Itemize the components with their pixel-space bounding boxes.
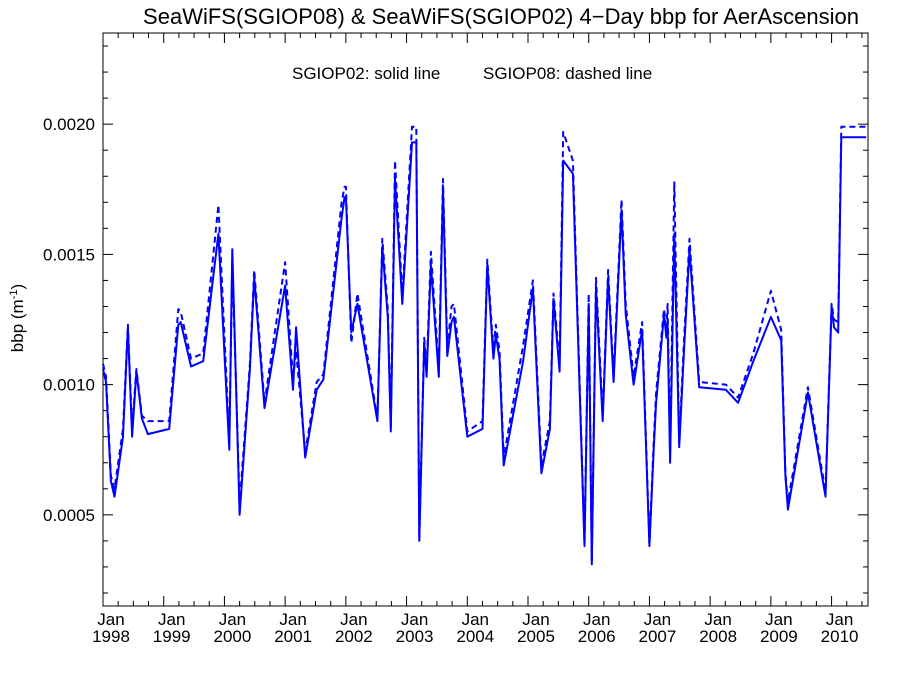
x-tick-label-month: Jan [401, 610, 428, 629]
y-tick-label: 0.0005 [43, 506, 95, 525]
x-tick-label-year: 1998 [92, 627, 130, 646]
x-axis: Jan1998Jan1999Jan2000Jan2001Jan2002Jan20… [92, 33, 863, 646]
legend-dashed-line: SGIOP08: dashed line [483, 64, 652, 83]
y-axis: 0.0005 0.0010 0.0015 0.0020 [43, 45, 868, 594]
y-tick-label: 0.0015 [43, 245, 95, 264]
x-tick-label-month: Jan [462, 610, 489, 629]
x-tick-label-month: Jan [765, 610, 792, 629]
legend-solid-line: SGIOP02: solid line [292, 64, 440, 83]
x-tick-label-month: Jan [219, 610, 246, 629]
y-axis-label: bbp (m-1) [8, 284, 27, 352]
y-tick-label: 0.0010 [43, 376, 95, 395]
x-tick-label-month: Jan [826, 610, 853, 629]
x-tick-label-year: 2010 [821, 627, 859, 646]
plot-frame [102, 32, 869, 607]
series-line-sgiop08 [102, 125, 867, 563]
x-tick-label-month: Jan [279, 610, 306, 629]
x-tick-label-month: Jan [97, 610, 124, 629]
x-tick-label-month: Jan [158, 610, 185, 629]
x-tick-label-month: Jan [522, 610, 549, 629]
x-tick-label-year: 2001 [274, 627, 312, 646]
x-tick-label-month: Jan [704, 610, 731, 629]
x-tick-label-year: 2007 [639, 627, 677, 646]
y-tick-label: 0.0020 [43, 115, 95, 134]
x-tick-label-year: 2005 [517, 627, 555, 646]
x-tick-label-year: 1999 [153, 627, 191, 646]
x-tick-label-year: 2008 [699, 627, 737, 646]
x-tick-label-year: 2000 [214, 627, 252, 646]
y-axis-label-exponent: -1 [8, 289, 20, 299]
chart-title: SeaWiFS(SGIOP08) & SeaWiFS(SGIOP02) 4−Da… [143, 4, 859, 29]
x-tick-label-month: Jan [583, 610, 610, 629]
x-tick-label-year: 2003 [396, 627, 434, 646]
x-tick-label-month: Jan [644, 610, 671, 629]
series-layer [102, 125, 867, 566]
x-tick-label-year: 2009 [760, 627, 798, 646]
x-tick-label-year: 2004 [456, 627, 494, 646]
x-tick-label-month: Jan [340, 610, 367, 629]
x-tick-label-year: 2006 [578, 627, 616, 646]
x-tick-label-year: 2002 [335, 627, 373, 646]
